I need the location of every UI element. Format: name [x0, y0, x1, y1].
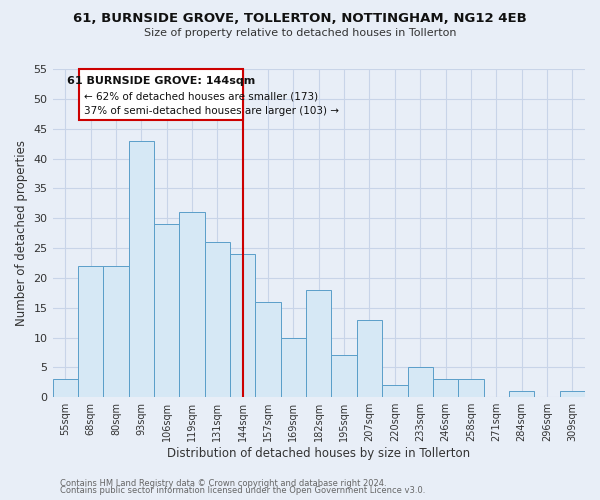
Text: Size of property relative to detached houses in Tollerton: Size of property relative to detached ho…	[144, 28, 456, 38]
Bar	[458, 380, 484, 397]
Bar	[256, 302, 281, 397]
Bar	[103, 266, 128, 397]
Y-axis label: Number of detached properties: Number of detached properties	[15, 140, 28, 326]
Bar	[306, 290, 331, 397]
Bar	[281, 338, 306, 397]
Bar	[128, 140, 154, 397]
Bar	[433, 380, 458, 397]
Bar	[53, 380, 78, 397]
Text: Contains public sector information licensed under the Open Government Licence v3: Contains public sector information licen…	[60, 486, 425, 495]
Bar	[154, 224, 179, 397]
Text: Contains HM Land Registry data © Crown copyright and database right 2024.: Contains HM Land Registry data © Crown c…	[60, 478, 386, 488]
Text: 61, BURNSIDE GROVE, TOLLERTON, NOTTINGHAM, NG12 4EB: 61, BURNSIDE GROVE, TOLLERTON, NOTTINGHA…	[73, 12, 527, 26]
Bar	[357, 320, 382, 397]
X-axis label: Distribution of detached houses by size in Tollerton: Distribution of detached houses by size …	[167, 447, 470, 460]
Bar	[179, 212, 205, 397]
Text: ← 62% of detached houses are smaller (173): ← 62% of detached houses are smaller (17…	[84, 92, 319, 102]
Bar	[230, 254, 256, 397]
Bar	[205, 242, 230, 397]
Bar	[560, 391, 585, 397]
Text: 61 BURNSIDE GROVE: 144sqm: 61 BURNSIDE GROVE: 144sqm	[67, 76, 255, 86]
Bar	[509, 391, 534, 397]
Bar	[382, 386, 407, 397]
Bar	[331, 356, 357, 397]
FancyBboxPatch shape	[79, 69, 243, 119]
Bar	[407, 368, 433, 397]
Bar	[78, 266, 103, 397]
Text: 37% of semi-detached houses are larger (103) →: 37% of semi-detached houses are larger (…	[84, 106, 339, 116]
